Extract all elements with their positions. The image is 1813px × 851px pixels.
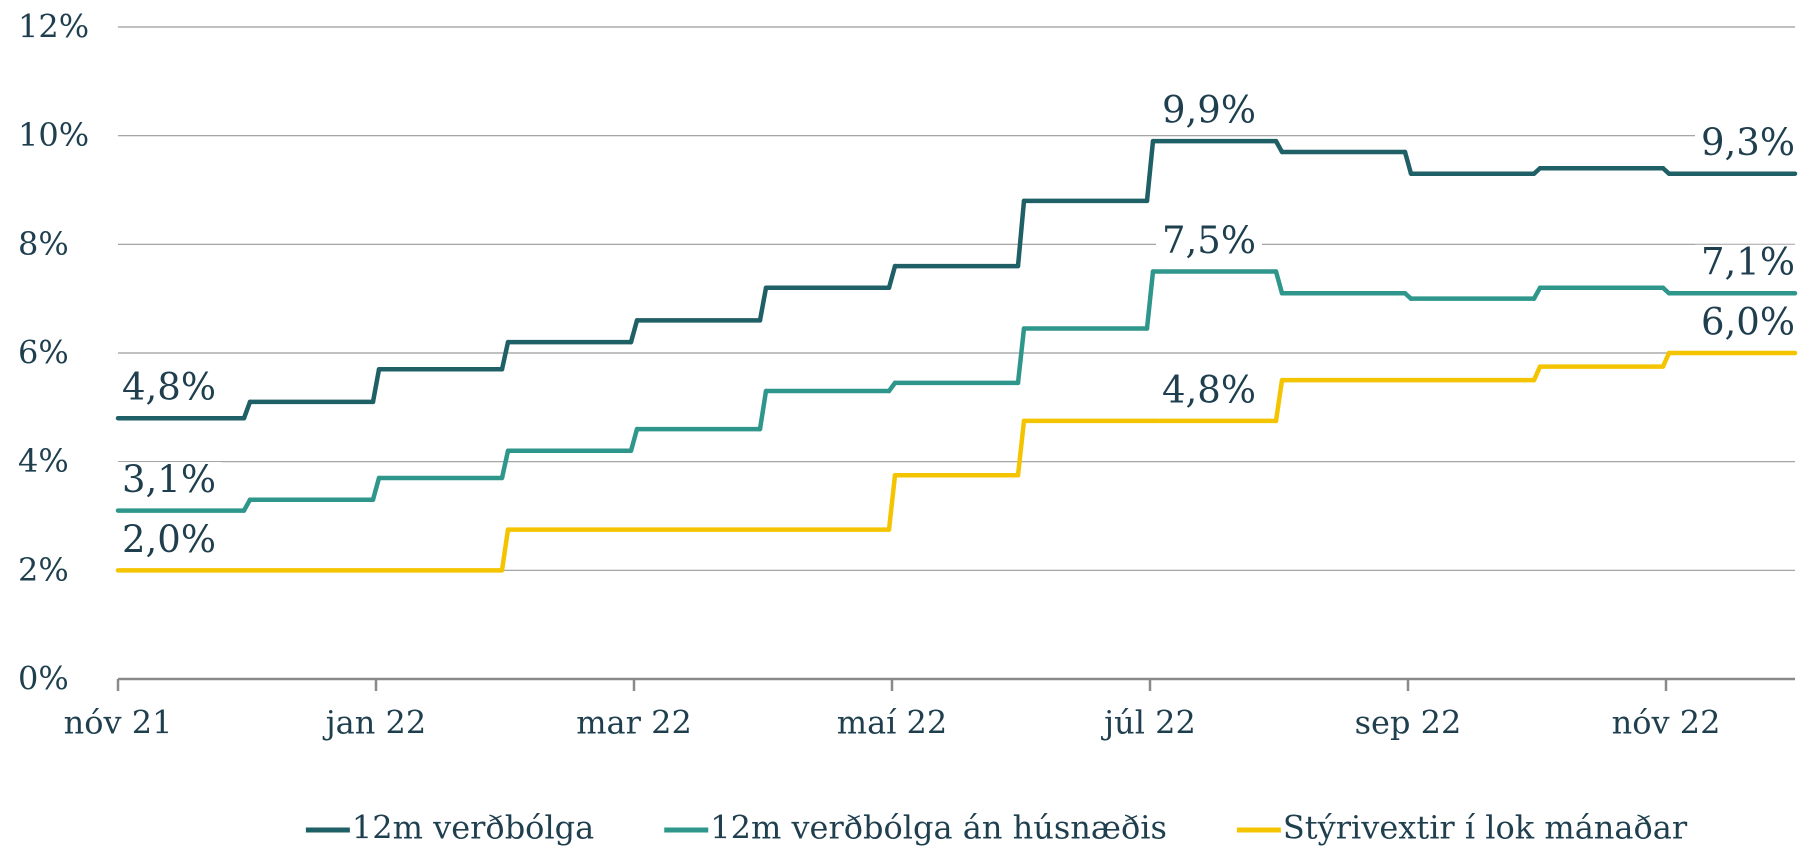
step-riser: [1402, 149, 1414, 176]
step-riser: [241, 399, 253, 421]
step-riser: [757, 285, 769, 323]
series: [115, 269, 1798, 513]
legend-label: Stýrivextir í lok mánaðar: [1283, 809, 1688, 847]
step-riser: [1015, 326, 1027, 386]
label-bg: [1156, 223, 1262, 258]
step-riser: [1273, 377, 1285, 424]
x-tick-label: nóv 22: [1612, 704, 1721, 742]
x-tick-label: mar 22: [576, 704, 692, 742]
label-bg: [1695, 304, 1801, 340]
y-tick-label: 0%: [18, 660, 69, 698]
label-bg: [116, 521, 222, 557]
step-riser: [1660, 350, 1672, 369]
step-riser: [370, 367, 382, 405]
data-label: 4,8%: [1162, 368, 1256, 411]
series: [115, 138, 1798, 421]
data-label: 9,9%: [1162, 89, 1256, 132]
x-tick-label: jan 22: [322, 704, 427, 742]
data-label: 2,0%: [122, 518, 216, 561]
y-tick-label: 8%: [18, 225, 69, 263]
legend-label: 12m verðbólga: [352, 809, 594, 847]
x-tick-label: nóv 21: [64, 704, 173, 742]
series: [115, 350, 1798, 573]
step-riser: [757, 388, 769, 432]
step-riser: [1144, 138, 1156, 204]
label-bg: [1695, 125, 1801, 161]
x-tick-label: sep 22: [1355, 704, 1462, 742]
step-riser: [370, 475, 382, 502]
step-riser: [1273, 269, 1285, 296]
label-bg: [1695, 244, 1801, 280]
x-tick-label: júl 22: [1100, 704, 1196, 742]
step-riser: [886, 263, 898, 291]
y-tick-label: 12%: [18, 8, 89, 46]
label-bg: [116, 462, 222, 498]
legend: 12m verðbólga 12m verðbólga án húsnæðis St…: [305, 809, 1688, 847]
data-label: 9,3%: [1701, 121, 1795, 164]
step-riser: [499, 448, 511, 481]
data-label: 3,1%: [122, 458, 216, 501]
label-bg: [1156, 92, 1262, 128]
y-tick-label: 10%: [18, 116, 89, 154]
y-tick-label: 6%: [18, 334, 69, 372]
step-riser: [1015, 198, 1027, 269]
step-riser: [1015, 418, 1027, 478]
data-label: 4,8%: [122, 366, 216, 409]
step-riser: [1144, 269, 1156, 331]
step-riser: [628, 426, 640, 454]
step-riser: [628, 318, 640, 345]
legend-label: 12m verðbólga án húsnæðis: [710, 809, 1167, 847]
data-label: 7,5%: [1162, 219, 1256, 262]
data-label: 6,0%: [1701, 301, 1795, 344]
y-tick-label: 2%: [18, 551, 69, 589]
y-tick-label: 4%: [18, 442, 69, 480]
x-tick-label: maí 22: [837, 704, 948, 742]
step-riser: [886, 473, 898, 532]
step-riser: [1531, 364, 1543, 383]
step-riser: [499, 527, 511, 573]
data-label: 7,1%: [1701, 241, 1795, 284]
label-bg: [1156, 372, 1262, 408]
step-riser: [499, 339, 511, 372]
label-bg: [116, 369, 222, 405]
